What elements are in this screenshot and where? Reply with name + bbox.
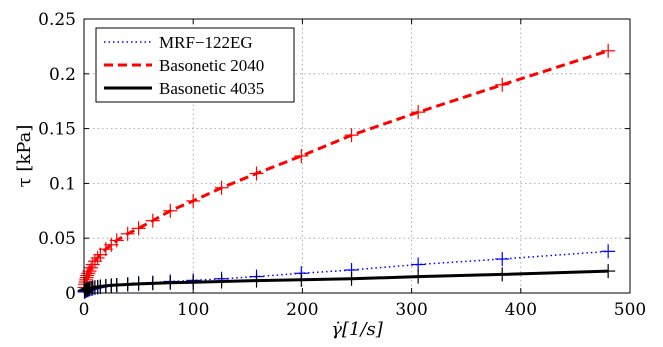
y-tick-label: 0 <box>65 284 76 304</box>
data-point-marker <box>601 43 616 58</box>
x-tick-label: 100 <box>177 300 209 320</box>
x-axis-label: γ̇[1/s] <box>331 319 384 340</box>
x-tick-label: 500 <box>614 300 646 320</box>
data-point-marker <box>163 275 178 290</box>
data-point-marker <box>601 264 616 279</box>
data-point-marker <box>411 105 426 120</box>
series-2 <box>77 264 616 298</box>
data-point-marker <box>294 272 309 287</box>
data-point-marker <box>344 271 359 286</box>
data-point-marker <box>109 233 124 248</box>
data-point-marker <box>344 128 359 143</box>
data-point-marker <box>249 166 264 181</box>
axis-ticks: 0 100 200 300 400 500 0 0.05 0.1 0.15 0.2 0.25 <box>38 10 646 320</box>
data-point-marker <box>82 264 97 279</box>
legend: MRF−122EG Basonetic 2040 Basonetic 4035 <box>95 27 295 103</box>
data-point-marker <box>495 267 510 282</box>
data-point-marker <box>601 244 616 259</box>
data-point-marker <box>87 254 102 269</box>
data-point-marker <box>495 77 510 92</box>
data-point-marker <box>145 276 160 291</box>
data-point-marker <box>186 193 201 208</box>
x-tick-label: 400 <box>505 300 537 320</box>
data-point-marker <box>411 257 426 272</box>
x-tick-label: 200 <box>286 300 318 320</box>
y-axis-label: τ [kPa] <box>14 125 35 188</box>
data-point-marker <box>131 221 146 236</box>
legend-label-2040: Basonetic 2040 <box>159 56 264 75</box>
y-tick-label: 0.05 <box>38 229 76 249</box>
y-tick-label: 0.15 <box>38 120 76 140</box>
x-tick-label: 0 <box>79 300 90 320</box>
data-point-marker <box>294 149 309 163</box>
data-point-marker <box>214 180 229 195</box>
y-tick-label: 0.25 <box>38 10 76 30</box>
data-point-marker <box>495 252 510 267</box>
data-point-marker <box>163 203 178 218</box>
series-layer <box>77 43 616 299</box>
x-tick-label: 300 <box>395 300 427 320</box>
plot-border <box>83 18 631 294</box>
data-point-marker <box>411 269 426 284</box>
legend-label-4035: Basonetic 4035 <box>159 79 264 98</box>
data-point-marker <box>249 273 264 288</box>
data-point-marker <box>93 247 108 262</box>
data-point-marker <box>84 260 99 275</box>
data-point-marker <box>214 274 229 289</box>
series-1 <box>77 43 616 295</box>
legend-box <box>95 27 295 103</box>
data-point-marker <box>90 250 105 265</box>
series-line <box>83 49 609 288</box>
y-tick-label: 0.2 <box>49 65 76 85</box>
data-point-marker <box>186 275 201 290</box>
legend-label-mrf: MRF−122EG <box>159 33 253 52</box>
data-point-marker <box>120 226 135 241</box>
y-tick-label: 0.1 <box>49 174 76 194</box>
data-point-marker <box>145 213 160 228</box>
data-point-marker <box>131 276 146 291</box>
